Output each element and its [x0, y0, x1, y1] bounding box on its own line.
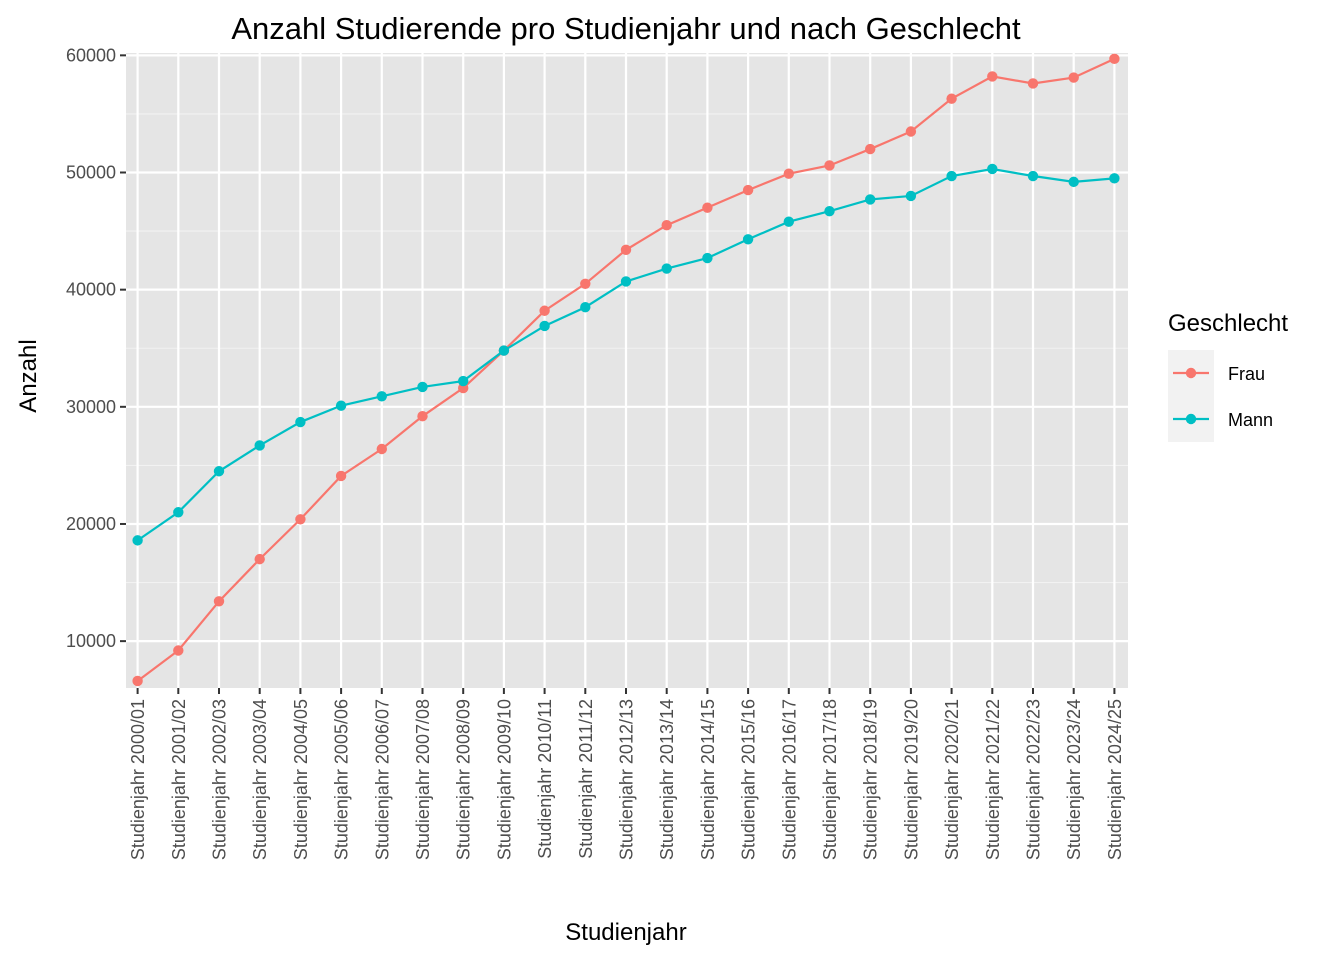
data-point-frau	[417, 410, 428, 422]
data-point-frau	[213, 596, 225, 607]
x-tick-label: Studienjahr 2015/16	[739, 699, 759, 860]
legend-label-frau: Frau	[1228, 364, 1265, 384]
data-point-frau	[661, 220, 672, 231]
data-point-frau	[783, 168, 794, 179]
x-tick-label: Studienjahr 2003/04	[250, 699, 270, 860]
data-point-mann	[539, 320, 550, 332]
x-tick-label: Studienjahr 2005/06	[332, 699, 352, 860]
y-axis-title: Anzahl	[15, 339, 42, 412]
x-tick-label: Studienjahr 2016/17	[779, 699, 799, 860]
x-tick-label: Studienjahr 2022/23	[1024, 699, 1044, 860]
series-layer	[132, 53, 1120, 687]
data-point-frau	[702, 202, 713, 213]
legend-label-mann: Mann	[1228, 410, 1273, 430]
data-point-frau	[1068, 72, 1079, 83]
x-tick-label: Studienjahr 2012/13	[617, 699, 637, 860]
data-point-frau	[620, 244, 632, 256]
data-point-frau	[742, 184, 754, 196]
data-point-frau	[580, 278, 591, 290]
data-point-mann	[1068, 176, 1079, 188]
x-tick-label: Studienjahr 2017/18	[820, 699, 840, 860]
data-point-frau	[824, 160, 835, 171]
y-tick-label: 20000	[66, 514, 116, 534]
data-point-mann	[783, 216, 794, 227]
data-point-mann	[498, 345, 510, 356]
x-axis-title: Studienjahr	[565, 919, 686, 946]
data-point-mann	[458, 375, 469, 387]
data-point-mann	[254, 440, 265, 451]
data-point-mann	[702, 252, 713, 264]
data-point-mann	[376, 391, 387, 402]
x-tick-label: Studienjahr 2020/21	[942, 699, 962, 860]
x-tick-label: Studienjahr 2014/15	[698, 699, 718, 860]
x-tick-label: Studienjahr 2001/02	[169, 699, 189, 860]
data-point-frau	[1109, 53, 1120, 65]
chart-title: Anzahl Studierende pro Studienjahr und n…	[231, 11, 1021, 46]
x-tick-label: Studienjahr 2021/22	[983, 699, 1003, 860]
data-point-frau	[539, 305, 550, 316]
data-point-mann	[295, 416, 306, 428]
x-tick-label: Studienjahr 2024/25	[1105, 699, 1125, 860]
x-tick-label: Studienjahr 2008/09	[454, 699, 474, 860]
x-tick-label: Studienjahr 2011/12	[576, 699, 596, 859]
y-tick-label: 60000	[66, 45, 116, 65]
legend-title: Geschlecht	[1168, 310, 1288, 337]
x-tick-label: Studienjahr 2013/14	[657, 699, 677, 860]
data-point-mann	[742, 234, 754, 245]
data-point-mann	[417, 381, 428, 393]
y-tick-label: 30000	[66, 397, 116, 417]
x-tick-label: Studienjahr 2004/05	[291, 699, 311, 860]
x-tick-label: Studienjahr 2006/07	[372, 699, 392, 860]
data-point-mann	[905, 190, 917, 202]
data-point-frau	[946, 93, 957, 104]
data-point-frau	[254, 553, 265, 565]
legend-key-point	[1185, 413, 1197, 425]
data-point-frau	[132, 675, 143, 687]
data-point-mann	[865, 194, 876, 205]
data-point-mann	[946, 170, 957, 182]
data-point-mann	[132, 535, 143, 546]
x-tick-label: Studienjahr 2007/08	[413, 699, 433, 860]
y-axis: 10000 20000 30000 40000 50000 60000	[66, 45, 126, 651]
legend: Geschlecht Frau Mann	[1168, 310, 1288, 442]
data-point-mann	[213, 466, 225, 477]
x-axis: Studienjahr 2000/01 Studienjahr 2001/02 St…	[128, 688, 1125, 860]
legend-key-point	[1185, 367, 1197, 379]
data-point-mann	[1109, 173, 1120, 184]
data-point-frau	[295, 514, 306, 525]
data-point-mann	[824, 205, 835, 217]
legend-items: Frau Mann	[1168, 350, 1273, 442]
x-tick-label: Studienjahr 2010/11	[535, 699, 555, 859]
x-tick-label: Studienjahr 2002/03	[210, 699, 230, 860]
x-tick-label: Studienjahr 2023/24	[1064, 699, 1084, 860]
x-tick-label: Studienjahr 2000/01	[128, 699, 148, 860]
x-tick-label: Studienjahr 2018/19	[861, 699, 881, 860]
y-tick-label: 10000	[66, 631, 116, 651]
y-tick-label: 50000	[66, 163, 116, 183]
data-point-mann	[987, 163, 998, 175]
data-point-mann	[1027, 170, 1039, 182]
data-point-frau	[987, 71, 998, 82]
data-point-frau	[865, 143, 876, 155]
data-point-frau	[905, 126, 917, 137]
data-point-frau	[1027, 78, 1039, 89]
data-point-mann	[335, 400, 347, 411]
data-point-mann	[620, 276, 632, 287]
major-gridlines	[126, 53, 1128, 688]
data-point-mann	[173, 507, 184, 518]
x-tick-label: Studienjahr 2009/10	[494, 699, 514, 860]
y-tick-label: 40000	[66, 280, 116, 300]
data-point-mann	[580, 302, 591, 313]
data-point-frau	[173, 645, 184, 656]
data-point-frau	[376, 443, 387, 455]
x-tick-label: Studienjahr 2019/20	[901, 699, 921, 860]
data-point-mann	[661, 263, 672, 274]
data-point-frau	[335, 470, 347, 482]
